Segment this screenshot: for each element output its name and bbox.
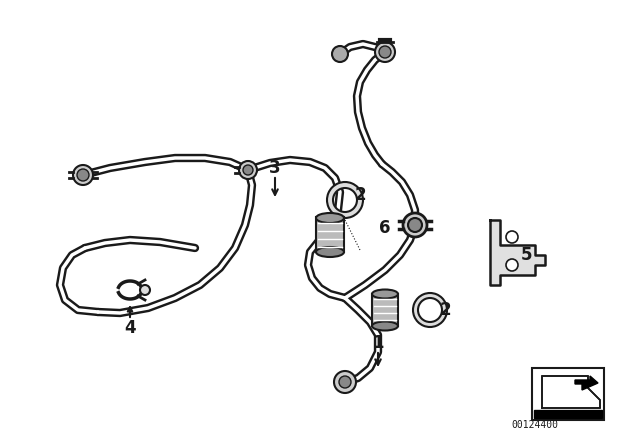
- Circle shape: [506, 231, 518, 243]
- Circle shape: [243, 165, 253, 175]
- Polygon shape: [534, 410, 602, 418]
- Circle shape: [77, 169, 89, 181]
- Text: 1: 1: [372, 334, 384, 352]
- Text: 5: 5: [521, 246, 532, 264]
- Polygon shape: [575, 376, 598, 390]
- Text: 3: 3: [269, 159, 281, 177]
- Circle shape: [403, 213, 427, 237]
- Text: 2: 2: [354, 186, 366, 204]
- Bar: [532, 368, 604, 420]
- Circle shape: [408, 218, 422, 232]
- Circle shape: [379, 46, 391, 58]
- Polygon shape: [490, 220, 545, 285]
- Text: 00124400: 00124400: [511, 420, 559, 430]
- Circle shape: [375, 42, 395, 62]
- Circle shape: [334, 371, 356, 393]
- Ellipse shape: [316, 247, 344, 257]
- Polygon shape: [542, 376, 600, 408]
- Text: 6: 6: [380, 219, 391, 237]
- FancyBboxPatch shape: [372, 294, 398, 326]
- Text: 4: 4: [124, 319, 136, 337]
- Ellipse shape: [372, 322, 398, 331]
- Ellipse shape: [316, 213, 344, 223]
- Circle shape: [506, 259, 518, 271]
- Circle shape: [332, 46, 348, 62]
- Circle shape: [339, 376, 351, 388]
- Circle shape: [140, 285, 150, 295]
- Text: 2: 2: [439, 301, 451, 319]
- Ellipse shape: [372, 289, 398, 298]
- Circle shape: [73, 165, 93, 185]
- FancyBboxPatch shape: [316, 217, 344, 252]
- Circle shape: [239, 161, 257, 179]
